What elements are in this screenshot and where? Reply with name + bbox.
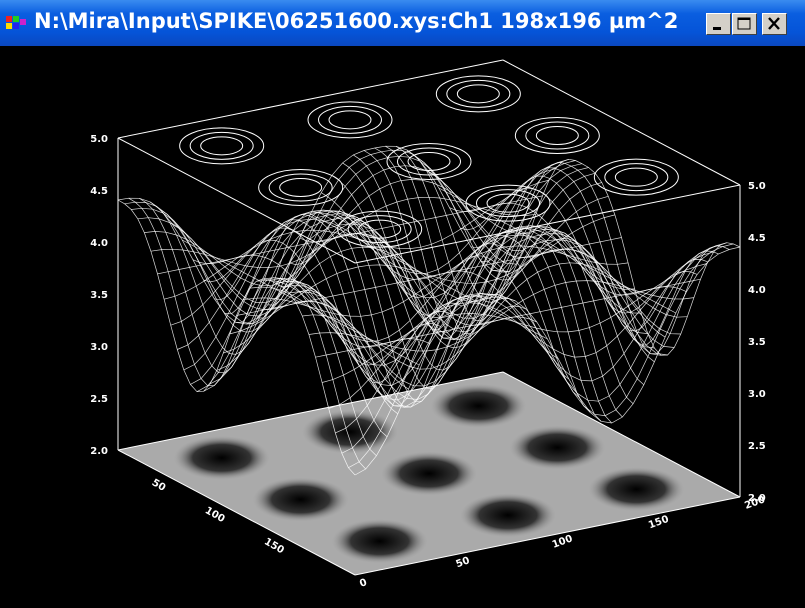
right-tick-label: 2.0 — [748, 493, 766, 504]
mesh-line — [322, 263, 708, 383]
floor-spot — [252, 477, 349, 522]
left-tick-label: 2.0 — [90, 446, 108, 457]
mesh-line — [328, 251, 714, 409]
box-edge — [117, 449, 356, 576]
mesh-line — [470, 175, 709, 332]
left-tick-label: 4.0 — [90, 238, 108, 249]
shaded-floor — [118, 372, 740, 575]
contour-plane — [179, 75, 679, 248]
right-tick-label: 3.0 — [748, 389, 766, 400]
floor-spot — [173, 435, 270, 480]
contour-line — [307, 101, 393, 139]
app-icon — [6, 16, 26, 29]
front-tick-label: 150 — [647, 514, 670, 531]
contour-line — [486, 193, 530, 213]
front-tick-label: 0 — [358, 577, 368, 590]
contour-line — [200, 136, 244, 156]
contour-line — [407, 152, 451, 171]
contour-line — [258, 169, 344, 206]
left-tick-label: 3.5 — [90, 290, 108, 301]
box-edge — [502, 371, 741, 498]
side-tick-label: 100 — [203, 505, 227, 525]
window-title: N:\Mira\Input\SPIKE\06251600.xys:Ch1 198… — [34, 9, 679, 33]
contour-line — [465, 184, 551, 222]
box-edge — [354, 184, 741, 264]
mesh-line — [295, 248, 681, 387]
box-edge — [117, 137, 356, 264]
contour-line — [525, 121, 590, 150]
contour-line — [535, 126, 579, 145]
floor-spot — [509, 425, 606, 470]
mesh-line — [224, 219, 463, 398]
mesh-line — [502, 158, 741, 356]
floor-spot — [381, 451, 477, 496]
box-edge — [354, 496, 741, 576]
contour-line — [456, 84, 500, 104]
mesh-line — [460, 187, 698, 314]
mesh-line — [481, 167, 719, 346]
mesh-line — [449, 202, 687, 296]
contour-line — [614, 167, 658, 187]
floor-spot — [588, 467, 685, 512]
mesh-line — [354, 246, 741, 476]
mesh-line — [144, 179, 530, 287]
mesh-line — [438, 187, 676, 314]
front-tick-label: 50 — [455, 555, 472, 570]
floor-spot — [460, 493, 556, 538]
axis-box — [117, 59, 741, 576]
mesh-line — [341, 242, 727, 454]
right-tick-label: 3.5 — [748, 337, 766, 348]
right-tick-label: 4.0 — [748, 285, 766, 296]
contour-line — [179, 127, 265, 165]
right-tick-label: 5.0 — [748, 181, 766, 192]
contour-line — [268, 173, 333, 202]
contour-line — [435, 75, 521, 113]
contour-line — [386, 143, 472, 180]
mesh-line — [137, 165, 523, 304]
contour-line — [279, 178, 323, 197]
mesh-line — [269, 226, 655, 401]
contour-line — [446, 79, 511, 108]
contour-line — [318, 105, 382, 134]
contour-line — [604, 163, 669, 192]
mesh-line — [331, 175, 570, 380]
contour-line — [189, 131, 254, 160]
mesh-line — [348, 243, 734, 469]
left-tick-label: 3.0 — [90, 342, 108, 353]
left-tick-label: 5.0 — [90, 134, 108, 145]
side-tick-label: 50 — [150, 477, 168, 494]
contour-line — [514, 117, 600, 154]
floor-spot — [331, 519, 428, 564]
side-tick-label: 150 — [262, 536, 286, 556]
front-tick-label: 200 — [743, 494, 766, 511]
contour-line — [358, 219, 402, 239]
maximize-button[interactable] — [732, 13, 757, 35]
mesh-line — [492, 162, 730, 355]
left-tick-label: 4.5 — [90, 186, 108, 197]
box-edge — [502, 59, 741, 186]
minimize-button[interactable] — [706, 13, 731, 35]
contour-line — [328, 110, 372, 130]
left-tick-label: 2.5 — [90, 394, 108, 405]
floor-spot — [302, 409, 398, 454]
surface-mesh — [117, 145, 741, 476]
box-edge — [117, 371, 504, 451]
title-bar: N:\Mira\Input\SPIKE\06251600.xys:Ch1 198… — [0, 0, 805, 46]
floor-spot — [430, 383, 527, 428]
mesh-line — [335, 244, 721, 434]
front-tick-label: 100 — [551, 533, 574, 550]
right-tick-label: 4.5 — [748, 233, 766, 244]
contour-line — [593, 158, 679, 196]
right-tick-label: 2.5 — [748, 441, 766, 452]
close-button[interactable] — [762, 13, 787, 35]
box-edge — [117, 59, 504, 139]
